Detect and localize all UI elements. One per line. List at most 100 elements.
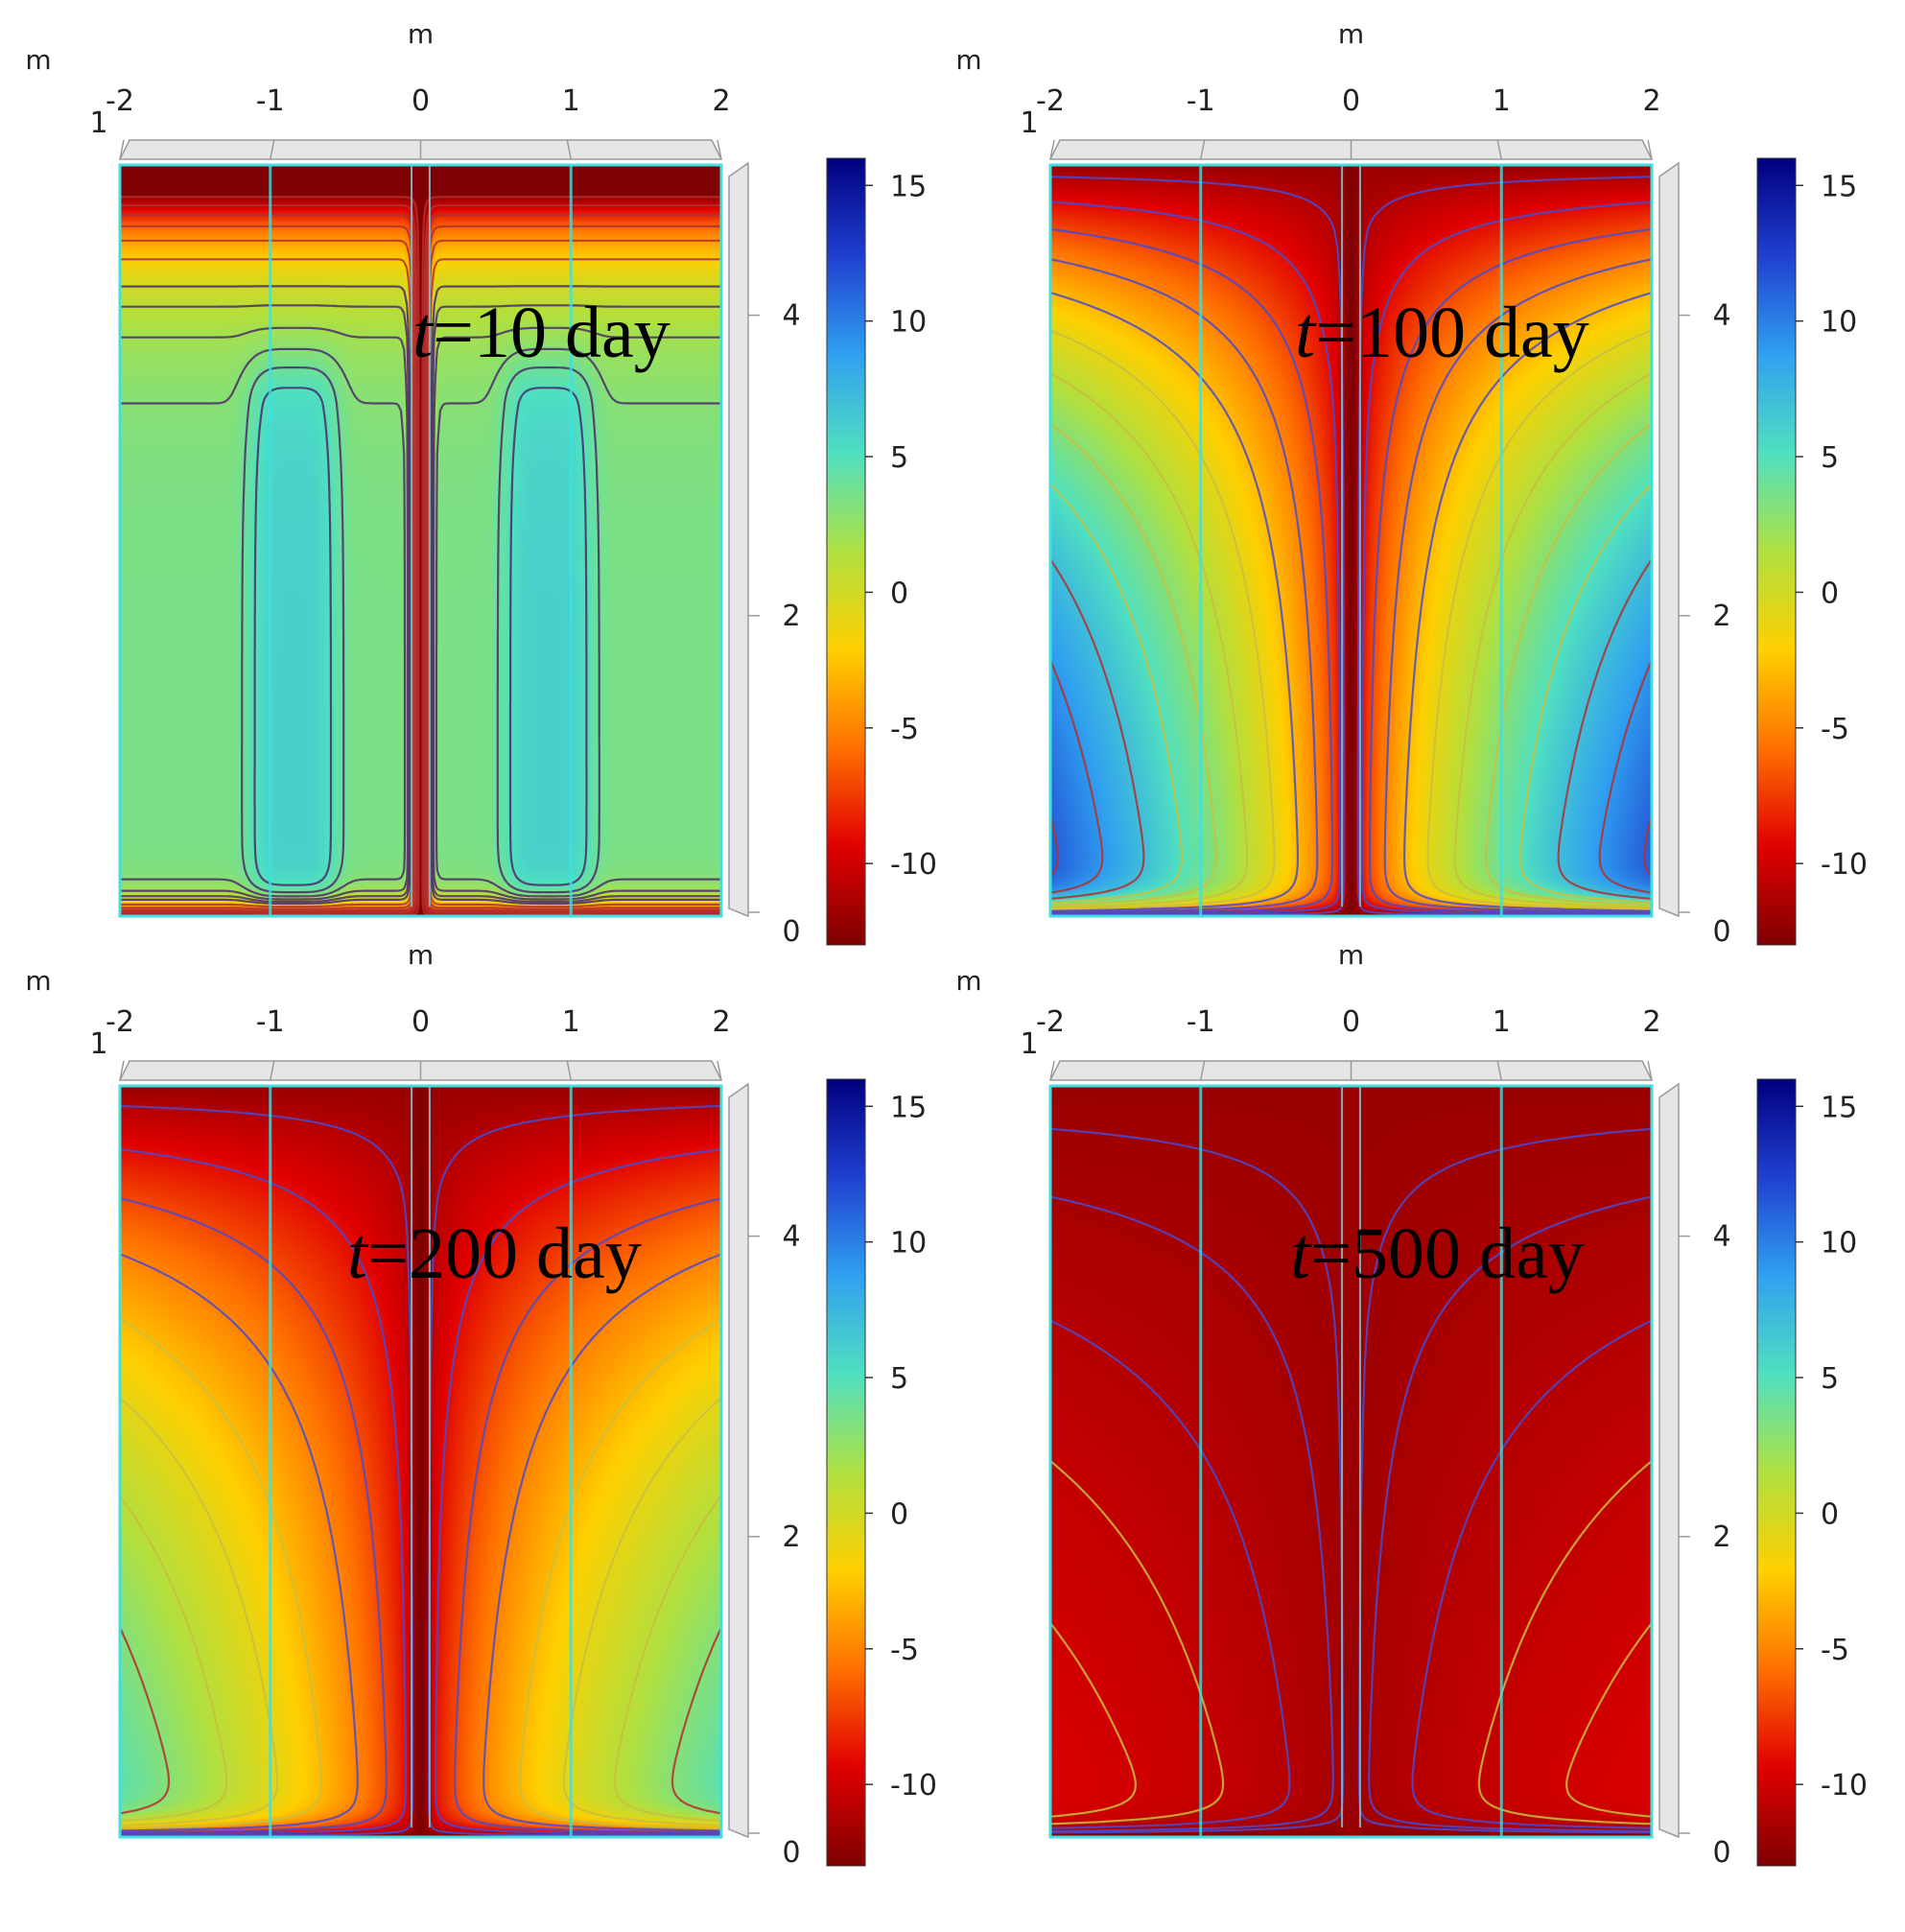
corner-tick-label: 1	[1020, 106, 1038, 140]
contour-line	[1049, 227, 1653, 915]
right-axis-shelf	[728, 161, 749, 918]
x-tick-label: 0	[412, 1005, 430, 1039]
x-axis-unit: m	[408, 18, 434, 50]
contour-line	[253, 387, 588, 886]
x-tick-label: -1	[256, 1005, 285, 1039]
colorbar-tick-label: 5	[890, 1362, 908, 1396]
y-tick-label: 2	[782, 1520, 800, 1554]
time-label-value: =10 day	[433, 293, 670, 373]
x-tick-mark	[566, 139, 572, 160]
x-tick-label: -1	[1187, 1005, 1215, 1039]
colorbar-tick-label: 15	[890, 1091, 927, 1124]
contour-line	[120, 304, 721, 903]
x-tick-mark	[717, 139, 722, 160]
x-tick-label: 2	[712, 84, 730, 118]
colorbar	[1756, 157, 1797, 946]
y-tick-label: 0	[1712, 915, 1730, 949]
contours	[1048, 176, 1654, 917]
field-heatmap	[1050, 1086, 1652, 1837]
x-tick-mark	[1049, 1060, 1055, 1081]
x-tick-mark	[717, 1060, 722, 1081]
x-tick-label: -1	[1187, 84, 1215, 118]
contour-line	[120, 326, 721, 901]
x-tick-mark	[119, 1060, 125, 1081]
x-tick-label: 0	[1342, 84, 1360, 118]
contour-line	[1049, 292, 1653, 912]
y-tick-label: 2	[1712, 600, 1730, 633]
right-axis-shelf	[728, 1082, 749, 1839]
x-tick-label: -2	[1036, 84, 1065, 118]
x-tick-mark	[1647, 139, 1653, 160]
x-tick-label: 1	[1493, 84, 1511, 118]
contours	[120, 196, 721, 917]
colorbar	[1756, 1078, 1797, 1867]
colorbar-tick-label: -5	[890, 713, 919, 746]
y-tick-label: 0	[782, 915, 800, 949]
contour-line	[119, 1148, 722, 1836]
colorbar	[826, 1078, 866, 1867]
contour-line	[120, 347, 721, 898]
colorbar-tick-label: 0	[890, 577, 908, 610]
x-tick-label: 1	[1493, 1005, 1511, 1039]
y-tick-label: 0	[1712, 1836, 1730, 1870]
x-axis-unit: m	[1338, 939, 1364, 971]
time-label: t=500 day	[1290, 1213, 1585, 1294]
x-tick-label: 1	[562, 84, 580, 118]
time-label-value: =100 day	[1315, 293, 1589, 373]
domain-frame	[118, 163, 723, 918]
time-label: t=200 day	[347, 1213, 642, 1294]
right-axis-shelf	[1658, 161, 1680, 918]
y-tick-label: 4	[1712, 299, 1730, 333]
x-tick-mark	[1200, 1060, 1206, 1081]
contour-line	[1049, 200, 1653, 916]
x-tick-label: -2	[106, 84, 134, 118]
colorbar-tick-label: 10	[890, 1227, 927, 1261]
colorbar-tick-label: 5	[1821, 441, 1839, 475]
contour-line	[1049, 372, 1653, 908]
y-tick-label: 4	[782, 299, 800, 333]
field-heatmap	[1050, 165, 1652, 916]
y-tick-label: 2	[1712, 1520, 1730, 1554]
y-axis-unit: m	[955, 44, 981, 76]
time-label-var: t	[347, 1213, 369, 1294]
x-tick-mark	[270, 139, 275, 160]
time-label: t=10 day	[412, 293, 670, 373]
colorbar-tick-label: -5	[1821, 713, 1849, 746]
y-axis-unit: m	[955, 965, 981, 997]
colorbar-tick-label: 5	[890, 441, 908, 475]
contour-line	[1049, 1195, 1653, 1832]
corner-tick-label: 1	[1020, 1027, 1038, 1061]
colorbar-tick-label: 10	[890, 306, 927, 340]
x-tick-label: -2	[106, 1005, 134, 1039]
y-tick-label: 0	[782, 1836, 800, 1870]
x-tick-mark	[566, 1060, 572, 1081]
colorbar-tick-label: 0	[890, 1497, 908, 1531]
domain-frame	[118, 1084, 723, 1839]
x-axis-unit: m	[408, 939, 434, 971]
contour-line	[120, 285, 721, 906]
contour-line	[120, 239, 721, 910]
contour-line	[241, 366, 600, 894]
x-tick-label: 2	[1642, 1005, 1660, 1039]
x-tick-mark	[1049, 139, 1055, 160]
x-tick-mark	[1647, 1060, 1653, 1081]
domain-frame	[1048, 1084, 1654, 1839]
time-label: t=100 day	[1295, 293, 1589, 373]
y-tick-label: 2	[782, 600, 800, 633]
x-tick-label: 0	[1342, 1005, 1360, 1039]
contour-line	[120, 214, 721, 914]
colorbar-tick-label: -10	[1821, 1769, 1868, 1802]
contour-line	[119, 1197, 722, 1834]
colorbar-tick-label: 15	[1821, 170, 1857, 203]
x-tick-label: 1	[562, 1005, 580, 1039]
corner-tick-label: 1	[89, 1027, 107, 1061]
x-tick-mark	[1496, 139, 1502, 160]
x-tick-label: -1	[256, 84, 285, 118]
time-label-value: =500 day	[1310, 1213, 1585, 1294]
contour-line	[120, 224, 721, 912]
domain-frame	[1048, 163, 1654, 918]
